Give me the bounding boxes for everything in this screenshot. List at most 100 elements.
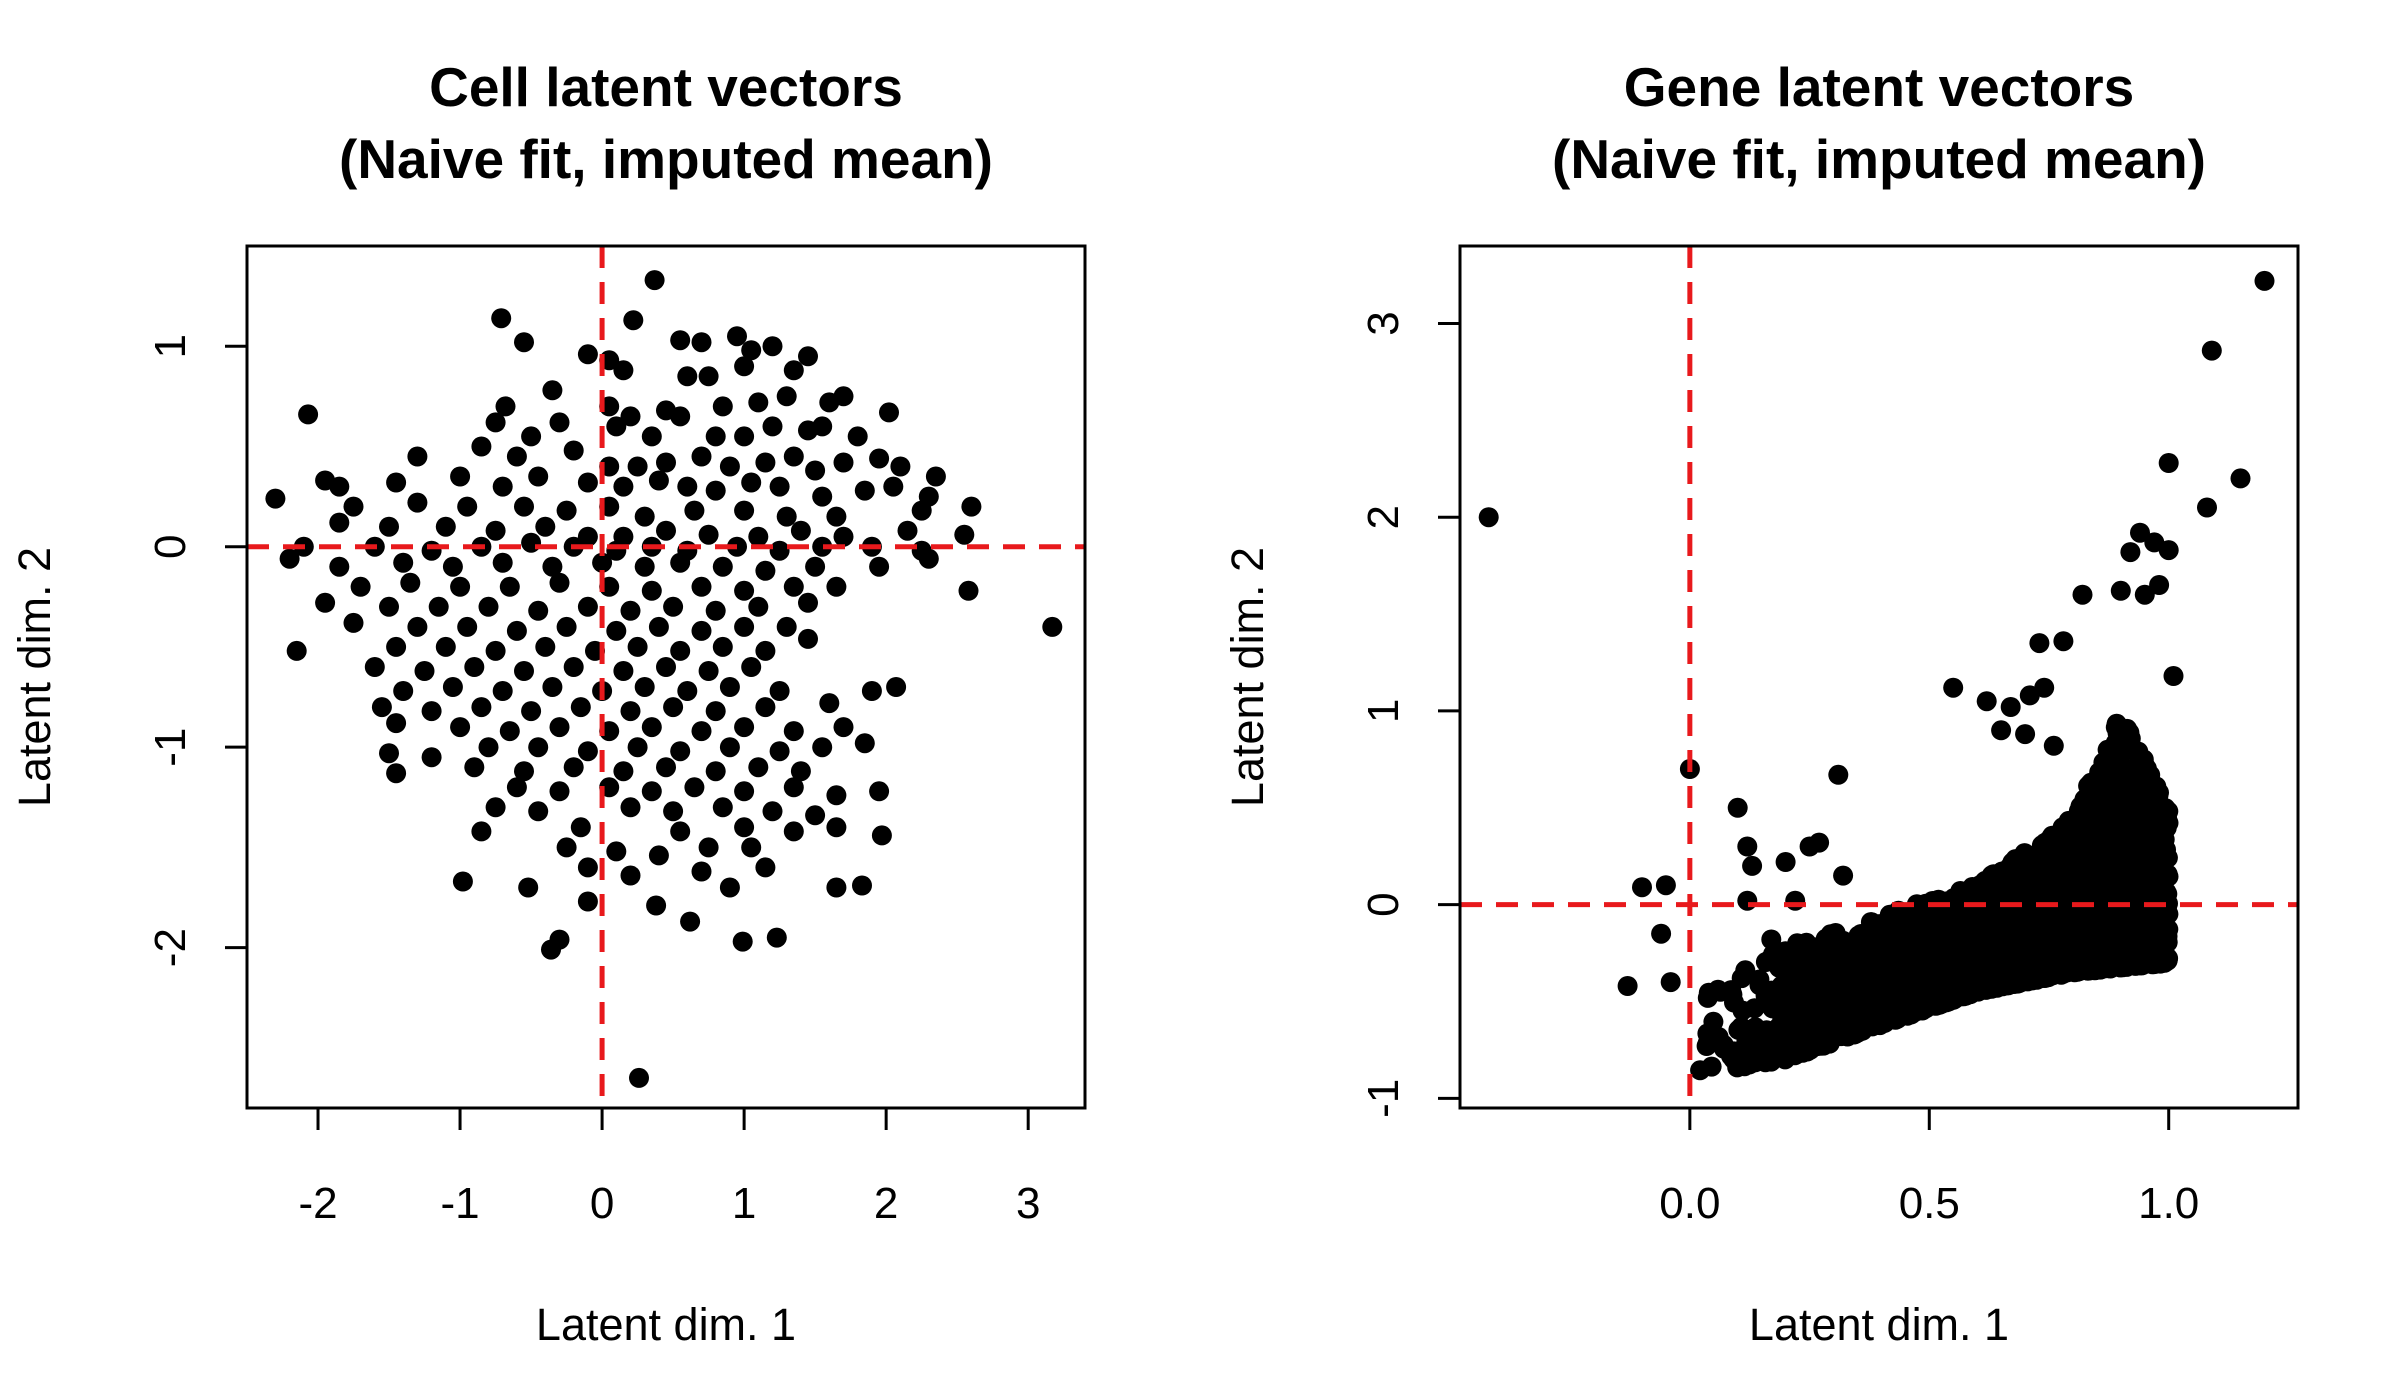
scatter-point [783, 777, 804, 798]
scatter-point [495, 396, 516, 417]
scatter-point [691, 620, 712, 641]
scatter-point [485, 797, 506, 818]
scatter-point [2201, 340, 2222, 361]
scatter-point [2015, 886, 2035, 907]
scatter-point [663, 697, 684, 718]
scatter-point [1761, 929, 1782, 950]
chart-title-line: (Naive fit, imputed mean) [339, 128, 993, 190]
plot-area [247, 246, 1085, 1108]
scatter-point [734, 356, 755, 377]
scatter-point [1991, 951, 2011, 972]
scatter-point [2130, 522, 2150, 543]
scatter-point [883, 476, 904, 497]
x-tick-label: 1.0 [2138, 1179, 2199, 1228]
scatter-point [741, 657, 762, 677]
y-tick-label: 1 [146, 334, 195, 358]
scatter-point [2119, 738, 2140, 759]
scatter-point [329, 512, 350, 533]
scatter-point [677, 476, 698, 497]
scatter-point [421, 701, 442, 722]
scatter-point [491, 308, 512, 329]
scatter-point [521, 426, 542, 447]
scatter-point [1828, 764, 1849, 785]
x-tick-label: 3 [1016, 1179, 1040, 1228]
scatter-point [826, 785, 847, 806]
scatter-point [755, 697, 776, 718]
y-tick-label: 1 [1359, 699, 1408, 723]
scatter-point [528, 600, 549, 621]
scatter-point [705, 426, 726, 447]
scatter-point [535, 636, 556, 657]
scatter-point [2254, 270, 2275, 291]
scatter-point [2110, 720, 2131, 741]
scatter-point [452, 871, 473, 892]
scatter-point [854, 480, 875, 501]
scatter-point [620, 406, 641, 427]
scatter-point [812, 536, 833, 557]
scatter-point [592, 552, 613, 573]
scatter-point [2128, 766, 2149, 787]
scatter-point [2000, 697, 2021, 717]
scatter-point [329, 556, 350, 577]
scatter-point [2053, 631, 2074, 652]
scatter-point [783, 821, 804, 842]
scatter-point [1960, 967, 1980, 988]
scatter-point [485, 412, 506, 433]
scatter-point [705, 701, 726, 722]
scatter-point [805, 805, 826, 826]
x-tick-label: -1 [440, 1179, 479, 1228]
scatter-point [783, 721, 804, 742]
scatter-point [641, 426, 662, 447]
scatter-point [698, 524, 719, 545]
scatter-point [563, 757, 584, 778]
scatter-point [762, 336, 783, 357]
scatter-point [471, 436, 492, 457]
scatter-point [755, 452, 776, 473]
scatter-point [549, 929, 570, 950]
scatter-point [421, 747, 442, 768]
chart-title: Cell latent vectors (Naive fit, imputed m… [339, 56, 993, 190]
scatter-point [570, 817, 591, 838]
scatter-point [783, 576, 804, 597]
scatter-point [386, 472, 407, 493]
scatter-point [1727, 797, 1748, 818]
scatter-point [869, 448, 890, 469]
scatter-point [2015, 724, 2036, 745]
scatter-point [1814, 937, 1835, 958]
scatter-point [613, 761, 634, 782]
scatter-point [680, 911, 701, 932]
scatter-point [634, 556, 655, 577]
scatter-point [670, 741, 691, 762]
scatter-point [805, 556, 826, 577]
scatter-point [2120, 542, 2141, 563]
scatter-point [2104, 876, 2125, 897]
cell-latent-panel: Cell latent vectors (Naive fit, imputed m… [9, 56, 1087, 1350]
scatter-point [1915, 963, 1936, 984]
scatter-point [2056, 869, 2076, 890]
scatter-point [549, 717, 570, 738]
scatter-point [712, 396, 733, 417]
scatter-point [1755, 952, 1776, 972]
scatter-point [629, 1067, 649, 1088]
scatter-point [2036, 943, 2057, 964]
scatter-point [2158, 540, 2179, 561]
scatter-point [2163, 666, 2184, 686]
scatter-point [298, 404, 319, 425]
scatter-point [1655, 875, 1676, 896]
scatter-point [1769, 1024, 1790, 1045]
scatter-point [656, 757, 676, 778]
scatter-point [1714, 1038, 1734, 1059]
scatter-point [734, 781, 755, 802]
scatter-point [2099, 743, 2120, 763]
scatter-point [478, 737, 499, 758]
scatter-point [2130, 910, 2151, 931]
scatter-point [833, 526, 854, 547]
scatter-point [265, 488, 286, 509]
scatter-point [627, 737, 648, 758]
scatter-point [1796, 932, 1817, 953]
scatter-point [826, 506, 847, 527]
scatter-point [492, 476, 513, 497]
scatter-point [2157, 808, 2178, 829]
scatter-point [734, 580, 755, 601]
scatter-point [719, 737, 740, 758]
